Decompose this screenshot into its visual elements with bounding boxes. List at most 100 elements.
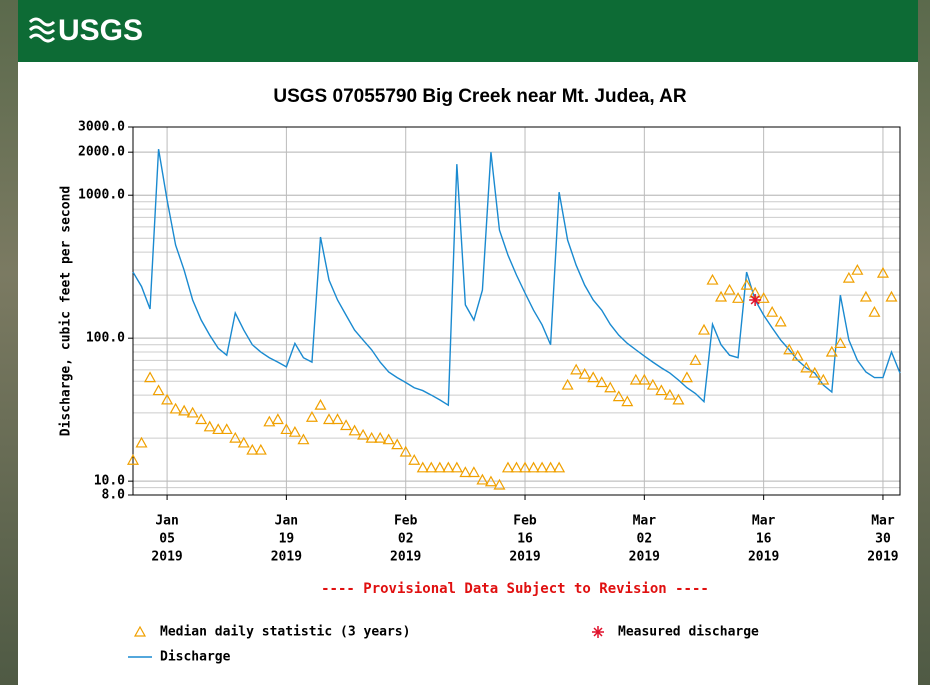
median-marker: [570, 363, 583, 375]
median-marker: [322, 413, 336, 425]
x-tick-label: Jan: [275, 514, 298, 529]
median-marker: [646, 378, 659, 390]
x-tick-label: Mar: [633, 514, 657, 529]
median-marker: [655, 384, 668, 396]
median-marker: [680, 371, 693, 383]
median-marker: [544, 461, 557, 473]
legend-swatch: [133, 625, 147, 637]
median-marker: [237, 436, 250, 448]
x-tick-label: Mar: [871, 514, 895, 529]
header-bar: [18, 0, 918, 62]
x-tick-label: 2019: [867, 550, 898, 565]
x-tick-label: 2019: [629, 550, 660, 565]
median-marker: [203, 420, 216, 432]
x-tick-label: Mar: [752, 514, 776, 529]
median-marker: [732, 292, 745, 303]
legend-label: Median daily statistic (3 years): [160, 625, 410, 640]
median-marker: [501, 461, 514, 473]
median-marker: [450, 461, 463, 473]
plot-frame: [132, 126, 901, 496]
x-tick-label: 2019: [390, 550, 421, 565]
median-marker: [169, 402, 182, 414]
median-marker: [706, 273, 719, 285]
median-marker: [766, 305, 779, 317]
x-tick-label: Feb: [513, 514, 537, 529]
median-marker: [186, 406, 199, 418]
median-marker: [715, 290, 728, 302]
median-marker: [484, 475, 497, 487]
median-marker: [510, 461, 523, 473]
median-marker: [297, 433, 310, 445]
median-marker: [305, 410, 318, 422]
x-tick-label: 30: [875, 532, 891, 547]
y-tick-label: 3000.0: [78, 120, 125, 135]
median-marker: [144, 371, 157, 383]
x-tick-label: 2019: [271, 550, 302, 565]
marker-stroke: [750, 295, 760, 305]
median-marker: [825, 345, 838, 357]
legend-label: Measured discharge: [618, 625, 759, 640]
median-marker: [416, 461, 429, 473]
marker-stroke: [593, 627, 603, 637]
median-marker: [553, 461, 566, 473]
median-marker: [212, 423, 225, 435]
legend-item: Measured discharge: [592, 625, 759, 640]
median-marker: [357, 428, 370, 440]
x-tick-label: 02: [398, 532, 414, 547]
median-marker: [536, 461, 549, 473]
x-tick-label: 05: [159, 532, 175, 547]
median-marker: [527, 461, 540, 473]
x-tick-label: 2019: [151, 550, 182, 565]
median-marker: [126, 454, 140, 465]
median-marker: [697, 323, 711, 335]
y-axis-label: Discharge, cubic feet per second: [59, 186, 74, 436]
median-marker: [885, 290, 898, 302]
median-marker: [868, 305, 881, 317]
median-marker: [280, 423, 293, 435]
legend-item: Median daily statistic (3 years): [133, 625, 410, 640]
median-marker: [433, 461, 446, 473]
median-marker: [493, 478, 506, 490]
chart-title: USGS 07055790 Big Creek near Mt. Judea, …: [273, 86, 687, 107]
median-marker: [340, 419, 353, 431]
median-marker: [135, 436, 148, 448]
y-tick-label: 2000.0: [78, 145, 125, 160]
legend-swatch: [592, 626, 604, 638]
y-tick-label: 10.0: [94, 474, 125, 489]
median-marker: [800, 361, 813, 373]
measured-marker: [749, 293, 762, 306]
panel: [18, 0, 918, 685]
logo-text: USGS: [58, 14, 143, 47]
median-marker: [757, 292, 770, 303]
median-marker: [348, 424, 361, 436]
median-marker: [663, 388, 676, 400]
median-marker: [561, 378, 574, 390]
median-marker: [365, 431, 378, 443]
median-marker: [161, 393, 174, 405]
median-marker: [629, 373, 642, 385]
median-marker: [791, 349, 804, 361]
median-marker: [842, 271, 855, 283]
discharge-line: [132, 149, 901, 407]
median-marker: [578, 367, 591, 379]
median-marker: [195, 413, 208, 425]
median-marker: [859, 290, 872, 302]
median-marker: [740, 278, 753, 290]
median-marker: [263, 415, 276, 427]
median-marker: [254, 443, 267, 455]
x-tick-label: 02: [637, 532, 653, 547]
median-marker: [638, 373, 651, 385]
median-marker: [467, 466, 480, 478]
median-marker: [834, 337, 847, 348]
y-tick-label: 8.0: [102, 488, 126, 503]
median-marker: [817, 373, 830, 385]
x-tick-label: 16: [756, 532, 772, 547]
x-tick-label: 2019: [748, 550, 779, 565]
legend-item: Discharge: [128, 650, 231, 665]
x-tick-label: Jan: [155, 514, 178, 529]
median-marker: [246, 443, 259, 455]
median-marker: [288, 425, 301, 437]
y-tick-label: 100.0: [86, 331, 125, 346]
median-marker: [314, 398, 327, 410]
